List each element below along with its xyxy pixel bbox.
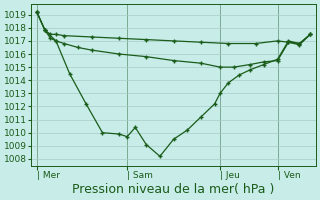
X-axis label: Pression niveau de la mer( hPa ): Pression niveau de la mer( hPa ) [72,183,275,196]
